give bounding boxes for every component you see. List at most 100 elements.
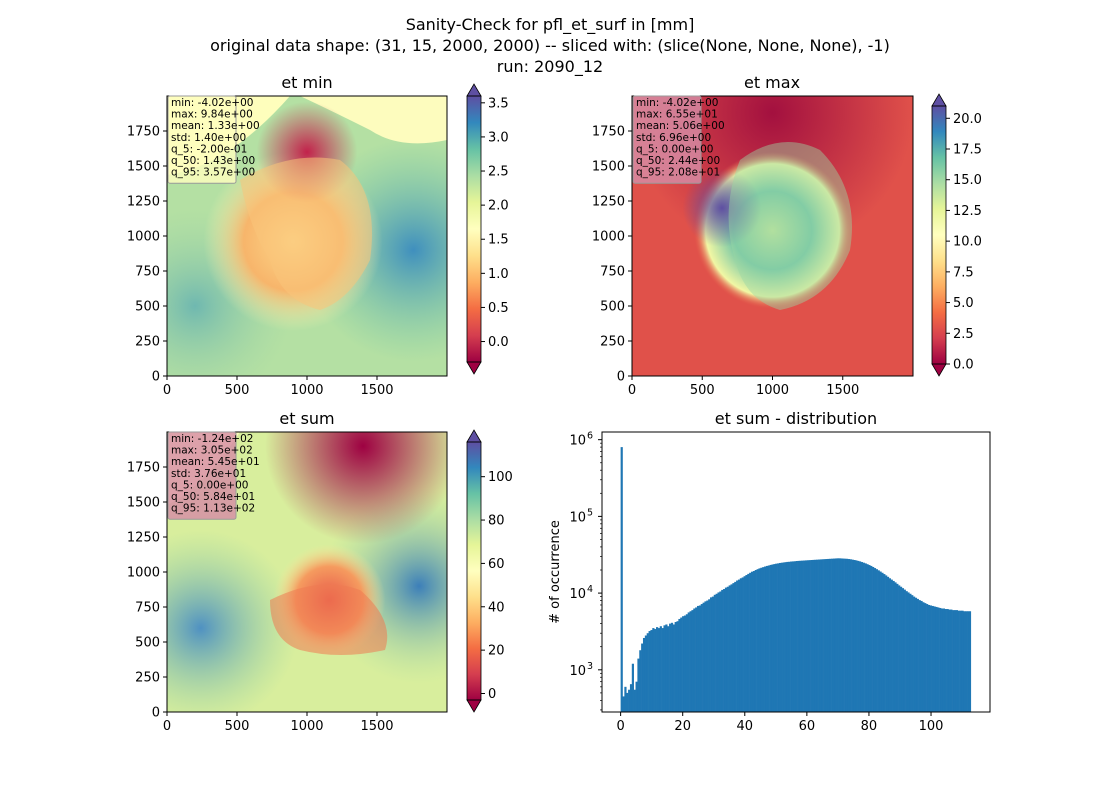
histogram-bar	[793, 561, 797, 712]
stats-line: q_5: 0.00e+00	[636, 143, 713, 155]
histogram-bar	[650, 630, 653, 712]
histogram-bar	[704, 601, 707, 712]
histogram-bar	[907, 592, 910, 712]
histogram-bar	[723, 589, 726, 712]
colorbar-gradient	[467, 442, 481, 700]
histogram-bar	[920, 600, 923, 712]
histogram-bar	[683, 615, 687, 712]
heatmap-image	[632, 96, 913, 376]
histogram-bar	[750, 571, 754, 712]
y-tick-label: 250	[135, 335, 160, 350]
colorbar: 0 20 40 60 80 100	[466, 429, 513, 713]
colorbar-tick-label: 2.5	[488, 165, 509, 180]
histogram-bar	[821, 559, 824, 712]
y-tick-label: 0	[152, 370, 160, 385]
stats-line: q_5: 0.00e+00	[171, 479, 248, 491]
histogram-bar	[911, 595, 914, 712]
x-tick-label: 500	[690, 383, 715, 398]
histogram-bar	[866, 564, 869, 712]
stats-line: mean: 5.45e+01	[171, 456, 260, 468]
x-tick-label: 60	[799, 719, 816, 734]
histogram-bar	[840, 558, 843, 712]
histogram-bar	[764, 566, 767, 712]
histogram-bar	[855, 560, 858, 712]
histogram-bar	[765, 565, 769, 712]
histogram-bar	[687, 612, 690, 712]
histogram-bar	[672, 624, 675, 712]
histogram-bar	[644, 635, 648, 712]
y-tick-exponent: 4	[587, 584, 593, 595]
stats-line: std: 1.40e+00	[171, 132, 246, 144]
colorbar-tick-label: 0.5	[488, 301, 509, 316]
colorbar-tick-label: 2.5	[953, 327, 974, 342]
y-tick-exponent: 3	[587, 661, 593, 672]
histogram-bar	[799, 560, 802, 712]
x-tick-label: 1000	[756, 383, 789, 398]
histogram-bar	[890, 579, 893, 712]
histogram-bar	[710, 597, 713, 712]
histogram-bar	[633, 689, 636, 712]
colorbar-tick-label: 80	[488, 514, 505, 529]
histogram-bar	[948, 609, 951, 712]
histogram-bar	[715, 593, 718, 712]
histogram-panel: et sum - distribution 0 20 40 60 80 100 10 310…	[548, 409, 991, 734]
histogram-bar	[749, 572, 752, 712]
y-tick-label: 1250	[127, 531, 160, 546]
histogram-bar	[965, 611, 968, 712]
histogram-bar	[665, 624, 668, 712]
histogram-bar	[639, 650, 642, 712]
panel-title-et-sum: et sum	[279, 409, 334, 428]
colorbar-extend-min	[466, 361, 482, 375]
histogram-bar	[743, 576, 746, 712]
histogram-bar	[888, 578, 891, 712]
histogram-bar	[678, 618, 681, 712]
title-line-3: run: 2090_12	[497, 57, 603, 77]
histogram-bar	[682, 616, 685, 712]
y-tick-label: 10	[569, 587, 586, 602]
histogram-bar	[629, 684, 633, 712]
y-tick-exponent: 5	[587, 507, 593, 518]
histogram-bar	[851, 559, 854, 712]
heatmap-panel-et-max: et max 0 500 1000 1500 0 250 500 750 1000 1250 15…	[592, 73, 982, 398]
y-tick-label: 1750	[127, 461, 160, 476]
histogram-bar	[631, 663, 634, 712]
histogram-bar	[778, 562, 782, 712]
histogram-bar	[676, 621, 679, 712]
stats-line: max: 3.05e+02	[171, 445, 253, 457]
histogram-bar	[702, 602, 705, 712]
y-tick-label: 0	[152, 706, 160, 721]
histogram-bar	[898, 585, 901, 712]
x-tick-label: 20	[674, 719, 691, 734]
histogram-bar	[726, 586, 729, 712]
colorbar-frame	[466, 95, 482, 363]
histogram-bar	[747, 573, 750, 712]
histogram-bar	[719, 591, 722, 712]
y-tick-label: 10	[569, 510, 586, 525]
stats-line: q_95: 2.08e+01	[636, 167, 720, 179]
histogram-bar	[661, 628, 664, 712]
histogram-bar	[909, 593, 912, 712]
histogram-bar	[784, 562, 787, 712]
histogram-bar	[883, 574, 886, 712]
histogram-bar	[635, 681, 638, 712]
histogram-bar	[957, 610, 960, 712]
colorbar: 0.0 0.5 1.0 1.5 2.0 2.5 3.0 3.5	[466, 83, 509, 375]
panel-title-et-max: et max	[744, 73, 800, 92]
x-axis: 0 500 1000 1500	[628, 376, 859, 398]
panel-title-et-min: et min	[281, 73, 332, 92]
colorbar-extend-max	[931, 93, 947, 107]
x-tick-label: 500	[225, 383, 250, 398]
stats-box-background	[167, 431, 237, 520]
histogram-bar	[689, 611, 692, 712]
histogram-bar	[935, 606, 938, 712]
histogram-bar	[832, 558, 836, 712]
histogram-bar	[711, 596, 715, 712]
colorbar-tick-label: 20.0	[953, 112, 982, 127]
histogram-bar	[924, 603, 927, 712]
histogram-bar	[786, 561, 789, 712]
histogram-bar	[946, 609, 949, 712]
histogram-bar	[717, 592, 720, 712]
histogram-bar	[967, 611, 970, 712]
